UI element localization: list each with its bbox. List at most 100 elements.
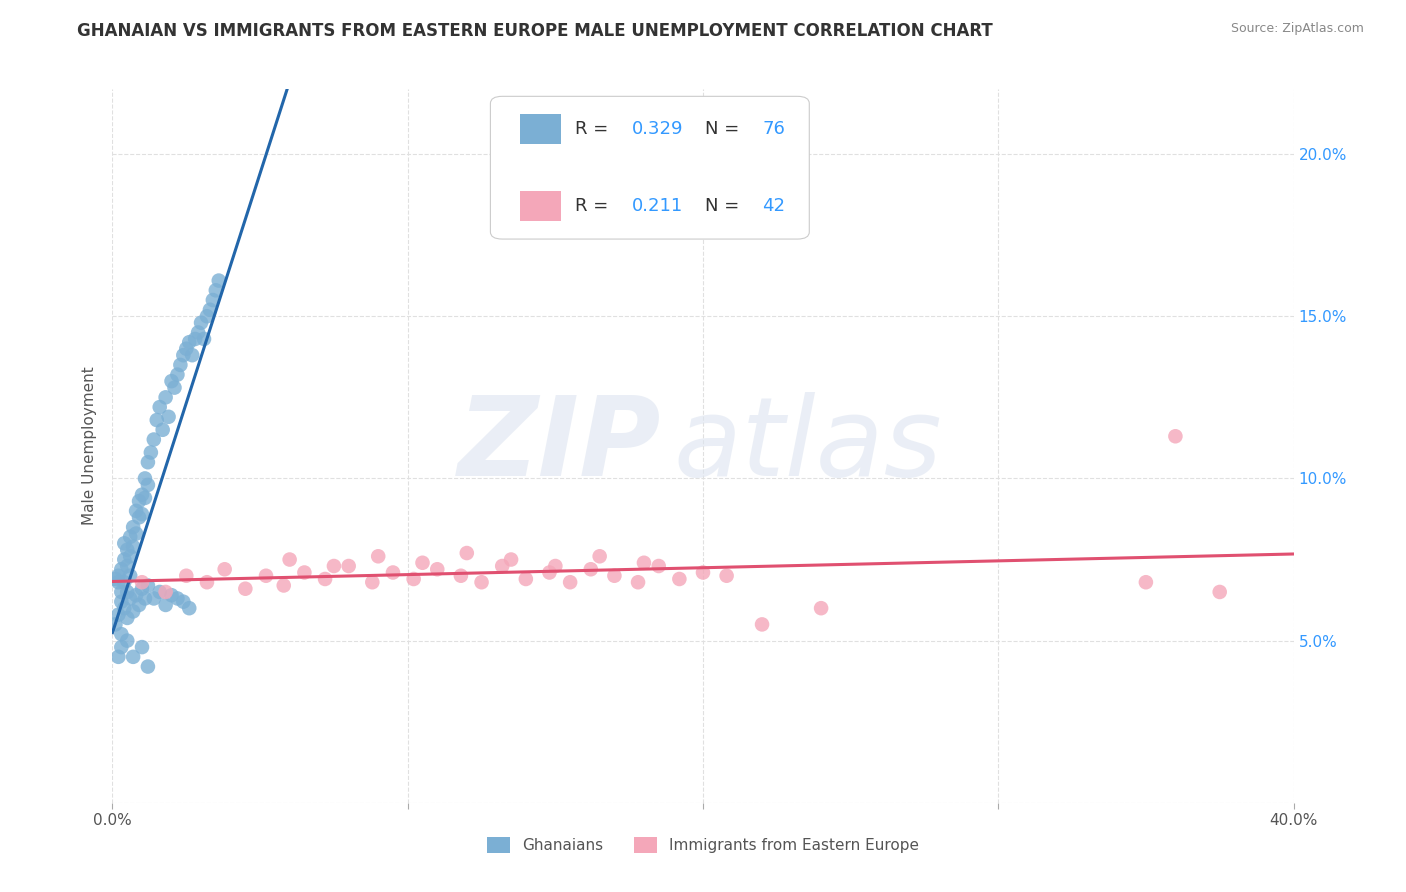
Point — [122, 604, 145, 618]
Point — [361, 575, 384, 590]
Point — [184, 332, 207, 346]
Point — [382, 566, 405, 580]
Point — [104, 572, 127, 586]
Point — [128, 510, 150, 524]
Point — [426, 562, 449, 576]
Point — [491, 559, 513, 574]
Point — [136, 659, 159, 673]
Point — [112, 601, 135, 615]
Point — [120, 530, 142, 544]
Point — [142, 591, 165, 606]
Point — [179, 335, 201, 350]
Point — [337, 559, 360, 574]
Point — [160, 588, 183, 602]
Point — [112, 575, 135, 590]
Point — [112, 552, 135, 566]
Text: 0.329: 0.329 — [633, 120, 683, 138]
Point — [134, 471, 156, 485]
Point — [125, 526, 148, 541]
Point — [208, 274, 231, 288]
Point — [456, 546, 478, 560]
Point — [149, 400, 172, 414]
Point — [187, 326, 209, 340]
Point — [579, 562, 602, 576]
Point — [751, 617, 773, 632]
Point — [402, 572, 425, 586]
Point — [136, 455, 159, 469]
Y-axis label: Male Unemployment: Male Unemployment — [82, 367, 97, 525]
Point — [278, 552, 301, 566]
Point — [131, 640, 153, 654]
Point — [181, 348, 204, 362]
Text: N =: N = — [706, 197, 745, 215]
Point — [1135, 575, 1157, 590]
Point — [544, 559, 567, 574]
Text: N =: N = — [706, 120, 745, 138]
Point — [131, 488, 153, 502]
Point — [647, 559, 671, 574]
Point — [470, 575, 494, 590]
Point — [1164, 429, 1187, 443]
Text: atlas: atlas — [673, 392, 942, 500]
FancyBboxPatch shape — [491, 96, 810, 239]
FancyBboxPatch shape — [520, 114, 561, 145]
Point — [450, 568, 472, 582]
Point — [169, 358, 191, 372]
Point — [292, 566, 315, 580]
Point — [134, 491, 156, 505]
Point — [501, 552, 523, 566]
Point — [273, 578, 295, 592]
Point — [146, 413, 169, 427]
Point — [110, 627, 132, 641]
Point — [112, 536, 135, 550]
Point — [125, 588, 148, 602]
Text: ZIP: ZIP — [458, 392, 662, 500]
Point — [107, 607, 129, 622]
Point — [174, 568, 197, 582]
Point — [117, 542, 138, 557]
Point — [107, 575, 129, 590]
Point — [716, 568, 738, 582]
Point — [1208, 585, 1232, 599]
Point — [214, 562, 236, 576]
Text: R =: R = — [575, 197, 614, 215]
Point — [160, 374, 183, 388]
Point — [120, 591, 142, 606]
Point — [122, 520, 145, 534]
Point — [193, 332, 215, 346]
Point — [367, 549, 389, 564]
Point — [122, 649, 145, 664]
Point — [155, 585, 177, 599]
Point — [122, 540, 145, 554]
Point — [558, 575, 582, 590]
Point — [117, 611, 138, 625]
Point — [633, 556, 655, 570]
Text: GHANAIAN VS IMMIGRANTS FROM EASTERN EUROPE MALE UNEMPLOYMENT CORRELATION CHART: GHANAIAN VS IMMIGRANTS FROM EASTERN EURO… — [77, 22, 993, 40]
Legend: Ghanaians, Immigrants from Eastern Europe: Ghanaians, Immigrants from Eastern Europ… — [481, 831, 925, 859]
Point — [205, 283, 228, 297]
Point — [131, 582, 153, 596]
Point — [128, 494, 150, 508]
Point — [152, 423, 174, 437]
Point — [149, 585, 172, 599]
Point — [142, 433, 165, 447]
Point — [117, 633, 138, 648]
Point — [131, 575, 153, 590]
Point — [201, 293, 224, 307]
Point — [515, 572, 537, 586]
Point — [254, 568, 277, 582]
Point — [172, 348, 194, 362]
FancyBboxPatch shape — [520, 191, 561, 221]
Text: 0.211: 0.211 — [633, 197, 683, 215]
Point — [136, 578, 159, 592]
Point — [603, 568, 626, 582]
Point — [120, 549, 142, 564]
Point — [411, 556, 433, 570]
Point — [692, 566, 714, 580]
Point — [163, 381, 186, 395]
Point — [107, 568, 129, 582]
Point — [157, 409, 180, 424]
Point — [314, 572, 336, 586]
Point — [110, 595, 132, 609]
Point — [107, 649, 129, 664]
